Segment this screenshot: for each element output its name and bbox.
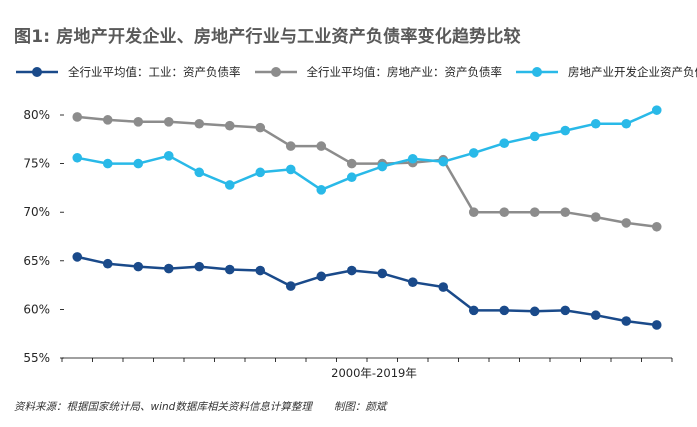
developer-series-point — [133, 158, 144, 169]
developer-series-point — [346, 172, 357, 183]
legend-marker-developer — [514, 66, 560, 78]
industry-series-point — [590, 310, 601, 321]
industry-series-point — [407, 277, 418, 287]
y-tick-label: 80% — [23, 108, 50, 122]
real-estate-series-point — [255, 122, 266, 133]
developer-series-point — [72, 152, 83, 163]
legend-marker-real-estate — [253, 66, 299, 78]
industry-series-point — [377, 268, 388, 279]
real-estate-series-point — [72, 112, 83, 122]
real-estate-series-point — [285, 141, 296, 151]
legend-item-developer: 房地产业开发企业资产负债率 — [514, 64, 697, 80]
legend-label-developer: 房地产业开发企业资产负债率 — [568, 65, 697, 79]
developer-series-point — [224, 180, 235, 190]
industry-series-point — [499, 305, 510, 316]
real-estate-series-point — [499, 207, 510, 217]
industry-series-point — [651, 320, 662, 330]
real-estate-series-point — [529, 207, 540, 217]
y-tick-label: 75% — [23, 157, 50, 171]
developer-series-point — [316, 185, 327, 195]
industry-series-point — [438, 282, 449, 292]
chart-legend: 全行业平均值：工业：资产负债率 全行业平均值：房地产业：资产负债率 房地产业开发… — [14, 64, 697, 80]
industry-series-point — [163, 263, 174, 274]
industry-series-point — [255, 265, 266, 276]
real-estate-series-point — [346, 158, 357, 169]
industry-series-point — [72, 252, 83, 262]
industry-series-line — [77, 255, 657, 327]
real-estate-series-point — [621, 218, 632, 228]
real-estate-series-point — [194, 118, 205, 129]
real-estate-series-point — [224, 120, 235, 131]
source-text: 资料来源：根据国家统计局、wind数据库相关资料信息计算整理 — [14, 401, 312, 413]
legend-label-real-estate: 全行业平均值：房地产业：资产负债率 — [306, 65, 503, 79]
developer-series-point — [194, 167, 205, 178]
real-estate-series-point — [316, 141, 327, 151]
industry-series-point — [529, 306, 540, 317]
developer-series-point — [102, 158, 113, 169]
industry-series-point — [102, 258, 113, 269]
developer-series-point — [377, 161, 388, 172]
chart-title: 图1: 房地产开发企业、房地产行业与工业资产负债率变化趋势比较 — [14, 27, 521, 47]
x-axis-label: 2000年-2019年 — [331, 366, 417, 380]
industry-series-point — [285, 281, 296, 291]
developer-series-point — [468, 148, 479, 158]
developer-series-line — [77, 108, 658, 192]
y-tick-label: 60% — [23, 302, 50, 316]
real-estate-series-line — [77, 115, 657, 229]
real-estate-series-point — [560, 207, 571, 217]
industry-series-point — [560, 305, 571, 316]
developer-series-point — [560, 125, 571, 136]
developer-series-point — [621, 118, 632, 129]
developer-series-point — [285, 164, 296, 175]
legend-label-industry: 全行业平均值：工业：资产负债率 — [68, 65, 241, 79]
industry-series-point — [316, 271, 327, 282]
y-tick-label: 70% — [23, 205, 50, 219]
developer-series-point — [255, 167, 266, 178]
developer-series-point — [590, 118, 601, 129]
real-estate-series-point — [163, 117, 174, 127]
legend-item-industry: 全行业平均值：工业：资产负债率 — [14, 64, 241, 80]
real-estate-series-point — [590, 212, 601, 222]
real-estate-series-point — [102, 115, 113, 125]
developer-series-point — [438, 156, 449, 167]
developer-series-point — [499, 138, 510, 148]
industry-series-point — [468, 305, 479, 316]
developer-series-point — [651, 105, 662, 115]
legend-item-real-estate: 全行业平均值：房地产业：资产负债率 — [253, 64, 503, 80]
industry-series-point — [224, 264, 235, 275]
real-estate-series-point — [468, 207, 479, 217]
y-tick-label: 55% — [23, 351, 50, 365]
source-note: 资料来源：根据国家统计局、wind数据库相关资料信息计算整理 制图：颜斌 — [14, 399, 386, 414]
author-text: 制图：颜斌 — [333, 401, 387, 413]
legend-marker-industry — [14, 66, 60, 78]
developer-series-point — [529, 131, 540, 142]
developer-series-point — [407, 153, 418, 164]
y-tick-label: 65% — [23, 254, 50, 268]
industry-series-point — [346, 265, 357, 276]
real-estate-series-point — [133, 117, 144, 127]
industry-series-point — [133, 261, 144, 272]
industry-series-point — [194, 261, 205, 272]
industry-series-point — [621, 316, 632, 326]
developer-series-point — [163, 151, 174, 161]
real-estate-series-point — [651, 221, 662, 232]
